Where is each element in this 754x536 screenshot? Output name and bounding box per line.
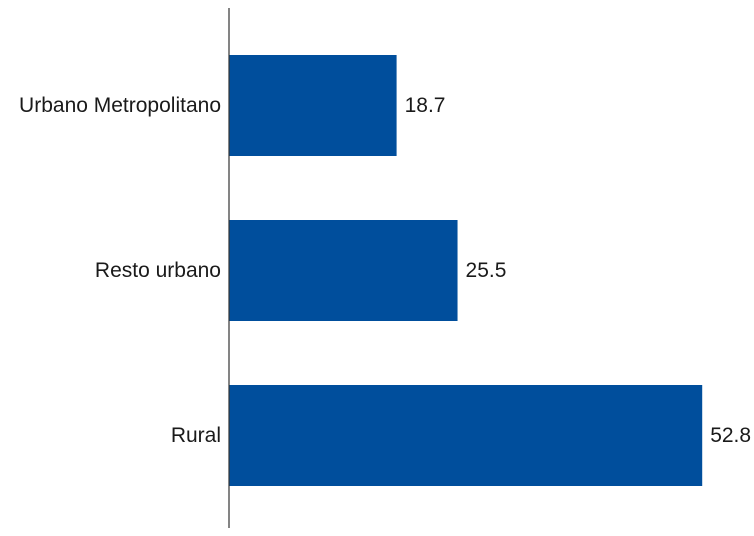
category-label-urbano-metropolitano: Urbano Metropolitano (19, 94, 221, 117)
bar-resto-urbano (229, 220, 458, 321)
bar-rural (229, 385, 703, 486)
labels-layer: Urbano Metropolitano 18.7 Resto urbano 25.5… (19, 94, 751, 447)
value-label-resto-urbano: 25.5 (466, 259, 507, 282)
value-label-rural: 52.8 (710, 424, 751, 447)
bar-urbano-metropolitano (229, 55, 397, 156)
bars-layer (229, 55, 703, 486)
category-label-resto-urbano: Resto urbano (95, 259, 221, 282)
category-label-rural: Rural (171, 424, 221, 447)
value-label-urbano-metropolitano: 18.7 (405, 94, 446, 117)
